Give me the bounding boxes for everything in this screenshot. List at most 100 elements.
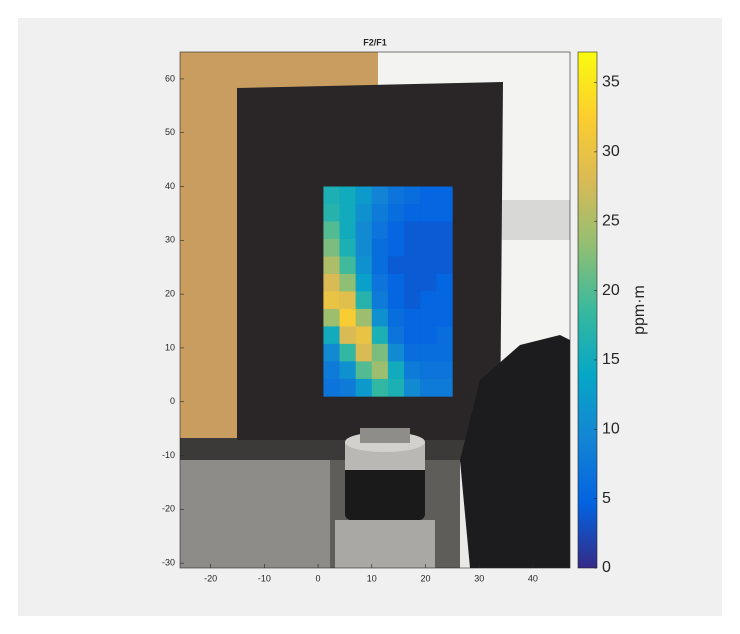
heatmap-cell	[420, 379, 436, 397]
heatmap-cell	[404, 187, 420, 205]
heatmap-cell	[388, 291, 404, 309]
heatmap-cell	[420, 291, 436, 309]
colorbar-tick-label: 15	[602, 351, 620, 368]
heatmap-cell	[372, 309, 388, 327]
heatmap-cell	[388, 221, 404, 239]
heatmap-cell	[388, 187, 404, 205]
heatmap-cell	[388, 204, 404, 222]
y-tick-label: 30	[165, 235, 175, 245]
heatmap-cell	[323, 309, 339, 327]
y-tick-label: -30	[162, 558, 175, 568]
heatmap-cell	[420, 221, 436, 239]
colorbar-tick-label: 35	[602, 74, 620, 91]
heatmap-cell	[356, 239, 372, 257]
y-tick-label: 10	[165, 342, 175, 352]
x-tick-label: -10	[258, 573, 271, 583]
heatmap-cell	[420, 239, 436, 257]
heatmap-cell	[420, 326, 436, 344]
heatmap-cell	[356, 204, 372, 222]
heatmap-cell	[340, 204, 356, 222]
y-tick-label: 40	[165, 181, 175, 191]
x-tick-label: 0	[316, 573, 321, 583]
heatmap-cell	[323, 187, 339, 205]
heatmap-cell	[372, 274, 388, 292]
heatmap-cell	[340, 379, 356, 397]
heatmap-cell	[436, 379, 452, 397]
heatmap-cell	[404, 256, 420, 274]
heatmap-cell	[420, 256, 436, 274]
chart-title: F2/F1	[363, 37, 387, 47]
x-tick-label: 20	[420, 573, 430, 583]
heatmap-cell	[340, 361, 356, 379]
heatmap-cell	[372, 326, 388, 344]
x-tick-label: 40	[528, 573, 538, 583]
heatmap-cell	[356, 361, 372, 379]
heatmap-cell	[436, 187, 452, 205]
heatmap-cell	[340, 344, 356, 362]
heatmap-cell	[372, 204, 388, 222]
x-tick-label: 30	[474, 573, 484, 583]
heatmap-cell	[404, 361, 420, 379]
heatmap-cell	[340, 326, 356, 344]
heatmap-cell	[340, 291, 356, 309]
heatmap-cell	[372, 379, 388, 397]
colorbar-tick-label: 20	[602, 282, 620, 299]
heatmap-cell	[388, 379, 404, 397]
heatmap-cell	[323, 256, 339, 274]
heatmap-cell	[404, 291, 420, 309]
heatmap-cell	[323, 239, 339, 257]
heatmap-cell	[356, 379, 372, 397]
heatmap-cell	[356, 326, 372, 344]
x-tick-label: 10	[367, 573, 377, 583]
heatmap-cell	[372, 361, 388, 379]
colorbar-tick-label: 10	[602, 421, 620, 438]
heatmap-cell	[388, 361, 404, 379]
heatmap-cell	[404, 221, 420, 239]
heatmap-cell	[420, 344, 436, 362]
heatmap-cell	[404, 309, 420, 327]
heatmap-cell	[372, 187, 388, 205]
y-tick-label: 0	[170, 396, 175, 406]
heatmap-cell	[388, 326, 404, 344]
y-tick-label: -20	[162, 504, 175, 514]
heatmap-cell	[323, 379, 339, 397]
heatmap-cell	[436, 326, 452, 344]
heatmap-cell	[404, 239, 420, 257]
heatmap-cell	[420, 361, 436, 379]
heatmap-cell	[404, 379, 420, 397]
x-tick-label: -20	[204, 573, 217, 583]
heatmap-cell	[372, 344, 388, 362]
y-tick-label: -10	[162, 450, 175, 460]
heatmap-cell	[323, 344, 339, 362]
heatmap-cell	[420, 187, 436, 205]
heatmap-cell	[436, 344, 452, 362]
heatmap-cell	[404, 344, 420, 362]
y-tick-label: 50	[165, 127, 175, 137]
heatmap-cell	[436, 256, 452, 274]
heatmap-cell	[420, 274, 436, 292]
heatmap-cell	[356, 187, 372, 205]
heatmap-cell	[404, 326, 420, 344]
heatmap-cell	[436, 309, 452, 327]
heatmap-cell	[388, 256, 404, 274]
heatmap-cell	[356, 221, 372, 239]
heatmap-cell	[372, 239, 388, 257]
heatmap-cell	[420, 204, 436, 222]
heatmap-cell	[356, 309, 372, 327]
heatmap-cell	[436, 204, 452, 222]
heatmap-cell	[388, 309, 404, 327]
colorbar-tick-label: 30	[602, 143, 620, 160]
y-tick-label: 60	[165, 73, 175, 83]
heatmap	[323, 187, 452, 397]
heatmap-cell	[388, 274, 404, 292]
colorbar	[578, 52, 597, 568]
y-tick-label: 20	[165, 289, 175, 299]
heatmap-cell	[388, 344, 404, 362]
colorbar-tick-label: 0	[602, 559, 611, 576]
colorbar-label: ppm·m	[631, 285, 648, 335]
heatmap-cell	[404, 274, 420, 292]
heatmap-cell	[372, 291, 388, 309]
heatmap-cell	[340, 256, 356, 274]
heatmap-cell	[323, 221, 339, 239]
heatmap-cell	[340, 187, 356, 205]
